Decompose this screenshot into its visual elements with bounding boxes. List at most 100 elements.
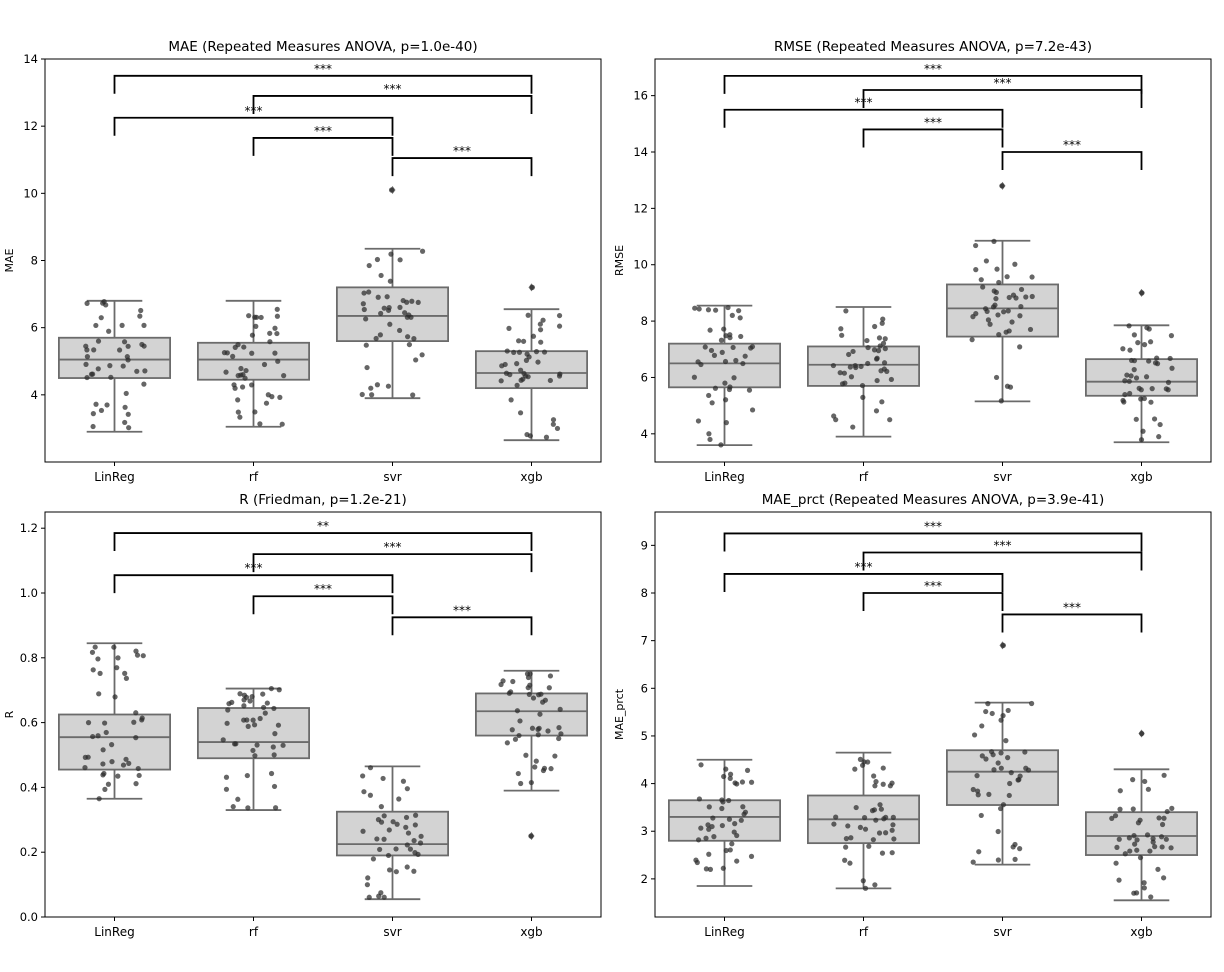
strip-point	[532, 764, 538, 770]
strip-point	[870, 837, 876, 843]
strip-point	[138, 307, 144, 314]
strip-point	[839, 381, 846, 387]
strip-point	[554, 425, 561, 432]
strip-point	[831, 821, 837, 827]
y-axis-label: MAE_prct	[613, 688, 626, 740]
significance-bracket	[1001, 151, 1143, 170]
strip-point	[708, 347, 715, 354]
strip-point	[225, 707, 231, 713]
strip-point	[548, 766, 554, 772]
y-tick-label: 6	[641, 681, 648, 695]
significance-label: ***	[384, 82, 402, 96]
significance-bracket	[1001, 613, 1143, 633]
strip-point	[843, 308, 849, 314]
strip-point	[397, 257, 403, 263]
strip-point	[729, 841, 735, 847]
strip-point	[866, 843, 872, 849]
y-tick-label: 3	[641, 824, 648, 838]
strip-point	[276, 687, 282, 693]
strip-point	[1017, 773, 1023, 779]
strip-point	[243, 367, 249, 374]
strip-point	[252, 314, 258, 320]
strip-point	[693, 857, 699, 863]
strip-point	[992, 302, 998, 308]
strip-point	[133, 781, 139, 787]
strip-point	[1135, 340, 1141, 346]
x-tick-label: svr	[383, 925, 401, 939]
strip-point	[848, 374, 855, 380]
strip-point	[1137, 855, 1144, 861]
significance-label: ***	[994, 76, 1012, 90]
strip-point	[135, 765, 141, 772]
strip-point	[235, 342, 241, 348]
strip-point	[1029, 274, 1035, 280]
strip-point	[396, 796, 402, 802]
strip-point	[873, 817, 879, 823]
strip-point	[1148, 399, 1154, 405]
strip-point	[137, 313, 143, 319]
strip-point	[890, 822, 896, 828]
strip-point	[257, 421, 263, 427]
strip-point	[1120, 346, 1126, 352]
strip-point	[384, 294, 390, 300]
strip-point	[1126, 378, 1132, 384]
strip-point	[1151, 416, 1158, 422]
strip-point	[727, 775, 733, 781]
strip-point	[373, 335, 379, 342]
strip-point	[1131, 367, 1137, 373]
strip-point	[874, 377, 880, 384]
strip-point	[281, 373, 287, 379]
strip-point	[402, 310, 408, 316]
strip-point	[732, 821, 738, 827]
strip-point	[983, 708, 989, 715]
strip-point	[378, 804, 384, 810]
strip-point	[419, 352, 425, 358]
strip-point	[223, 786, 230, 792]
strip-point	[1122, 391, 1128, 398]
strip-point	[978, 277, 984, 283]
strip-point	[746, 387, 753, 393]
strip-point	[381, 836, 387, 842]
strip-point	[400, 778, 407, 784]
strip-point	[1116, 836, 1122, 842]
significance-bracket	[391, 157, 533, 177]
strip-point	[847, 364, 853, 370]
strip-point	[1017, 344, 1023, 350]
strip-point	[880, 765, 886, 771]
strip-point	[889, 850, 895, 856]
strip-point	[995, 857, 1001, 863]
strip-point	[1159, 844, 1165, 850]
strip-point	[1003, 738, 1009, 744]
strip-point	[1127, 848, 1133, 854]
strip-point	[710, 815, 716, 821]
strip-point	[90, 411, 96, 417]
significance-label: **	[317, 519, 329, 533]
strip-point	[853, 364, 859, 371]
strip-point	[375, 817, 382, 823]
significance-bracket	[862, 551, 1143, 571]
strip-point	[235, 409, 241, 415]
significance-label: ***	[314, 582, 332, 596]
strip-point	[523, 752, 529, 758]
strip-point	[1116, 877, 1122, 883]
strip-point	[749, 407, 756, 413]
strip-point	[226, 701, 232, 707]
strip-point	[1168, 333, 1175, 339]
strip-point	[719, 822, 725, 829]
strip-point	[890, 814, 896, 820]
strip-point	[556, 312, 563, 319]
strip-point	[979, 723, 985, 729]
strip-point	[739, 779, 746, 785]
strip-point	[857, 756, 864, 762]
strip-point	[104, 402, 110, 408]
strip-point	[95, 366, 101, 372]
significance-label: ***	[314, 62, 332, 76]
strip-point	[361, 306, 367, 313]
strip-point	[141, 381, 147, 387]
significance-label: ***	[924, 519, 942, 533]
strip-point	[969, 337, 975, 343]
strip-point	[363, 316, 369, 322]
strip-point	[887, 783, 893, 789]
strip-point	[275, 722, 282, 728]
